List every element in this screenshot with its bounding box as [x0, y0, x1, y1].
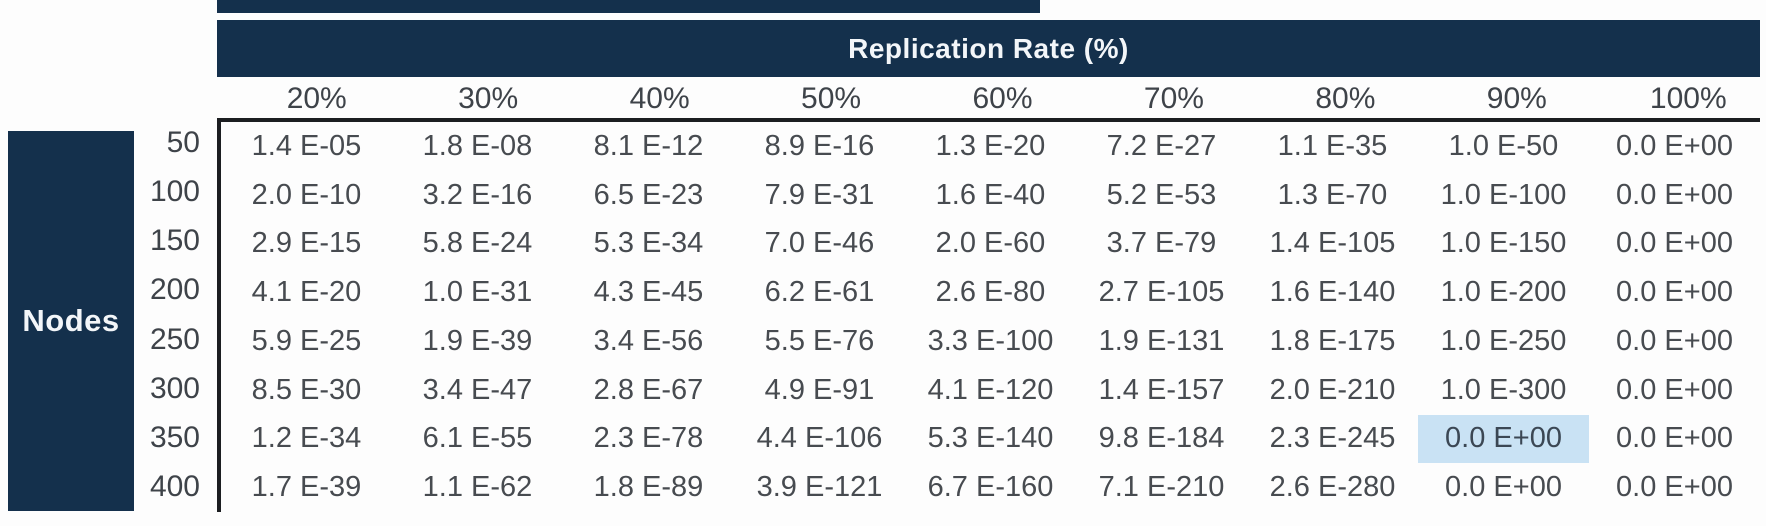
- table-cell[interactable]: 4.9 E-91: [764, 373, 875, 406]
- table-cell[interactable]: 1.1 E-62: [422, 471, 533, 504]
- column-header-50pct: 50%: [801, 81, 862, 115]
- table-cell[interactable]: 2.6 E-80: [935, 276, 1046, 309]
- row-label-200: 200: [149, 273, 200, 307]
- table-cell[interactable]: 0.0 E+00: [1616, 422, 1733, 455]
- row-label-350: 350: [149, 421, 200, 455]
- table-cell[interactable]: 7.9 E-31: [764, 178, 875, 211]
- row-label-50: 50: [166, 125, 200, 159]
- row-label-150: 150: [149, 224, 200, 258]
- column-header-20pct: 20%: [286, 81, 347, 115]
- table-cell[interactable]: 0.0 E+00: [1616, 129, 1733, 162]
- table-cell[interactable]: 7.1 E-210: [1098, 471, 1225, 504]
- column-axis-title: Replication Rate (%): [848, 32, 1129, 64]
- table-cell[interactable]: 3.9 E-121: [756, 471, 883, 504]
- table-cell[interactable]: 2.0 E-10: [251, 178, 362, 211]
- table-cell[interactable]: 2.6 E-280: [1269, 471, 1396, 504]
- table-cell[interactable]: 0.0 E+00: [1616, 471, 1733, 504]
- table-cell[interactable]: 1.0 E-150: [1440, 227, 1567, 260]
- row-label-250: 250: [149, 322, 200, 356]
- table-cell[interactable]: 3.2 E-16: [422, 178, 533, 211]
- row-label-column: 50 100 150 200 250 300 350 400: [118, 118, 210, 512]
- table-cell[interactable]: 5.8 E-24: [422, 227, 533, 260]
- column-header-80pct: 80%: [1315, 81, 1376, 115]
- table-cell[interactable]: 7.0 E-46: [764, 227, 875, 260]
- column-header-70pct: 70%: [1143, 81, 1204, 115]
- row-label-400: 400: [149, 470, 200, 504]
- table-cell[interactable]: 4.1 E-20: [251, 276, 362, 309]
- table-cell[interactable]: 3.4 E-56: [593, 324, 704, 357]
- row-label-300: 300: [149, 371, 200, 405]
- table-cell[interactable]: 1.0 E-300: [1440, 373, 1567, 406]
- table-cell[interactable]: 8.9 E-16: [764, 129, 875, 162]
- table-cell[interactable]: 0.0 E+00: [1616, 373, 1733, 406]
- table-cell[interactable]: 8.1 E-12: [593, 129, 704, 162]
- selected-cell[interactable]: 0.0 E+00: [1418, 414, 1589, 464]
- table-cell[interactable]: 1.7 E-39: [251, 471, 362, 504]
- column-axis-header: Replication Rate (%): [217, 20, 1760, 77]
- table-cell[interactable]: 5.5 E-76: [764, 324, 875, 357]
- table-cell[interactable]: 1.0 E-200: [1440, 276, 1567, 309]
- table-cell[interactable]: 2.0 E-60: [935, 227, 1046, 260]
- table-cell[interactable]: 3.3 E-100: [927, 324, 1054, 357]
- row-label-100: 100: [149, 174, 200, 208]
- table-cell[interactable]: 3.4 E-47: [422, 373, 533, 406]
- table-cell[interactable]: 0.0 E+00: [1616, 227, 1733, 260]
- table-cell[interactable]: 5.9 E-25: [251, 324, 362, 357]
- table-cell[interactable]: 4.3 E-45: [593, 276, 704, 309]
- table-cell[interactable]: 3.7 E-79: [1106, 227, 1217, 260]
- table-cell[interactable]: 2.9 E-15: [251, 227, 362, 260]
- column-header-90pct: 90%: [1486, 81, 1547, 115]
- table-cell[interactable]: 0.0 E+00: [1445, 471, 1562, 504]
- table-cell[interactable]: 7.2 E-27: [1106, 129, 1217, 162]
- column-header-60pct: 60%: [972, 81, 1033, 115]
- table-cell[interactable]: 1.3 E-20: [935, 129, 1046, 162]
- table-cell[interactable]: 1.0 E-250: [1440, 324, 1567, 357]
- table-cell[interactable]: 6.2 E-61: [764, 276, 875, 309]
- table-cell[interactable]: 1.9 E-131: [1098, 324, 1225, 357]
- table-cell[interactable]: 0.0 E+00: [1616, 324, 1733, 357]
- table-cell[interactable]: 2.7 E-105: [1098, 276, 1225, 309]
- table-cell[interactable]: 1.6 E-40: [935, 178, 1046, 211]
- table-cell[interactable]: 5.3 E-140: [927, 422, 1054, 455]
- table-cell[interactable]: 1.1 E-35: [1277, 129, 1388, 162]
- table-cell[interactable]: 1.3 E-70: [1277, 178, 1388, 211]
- data-grid: 1.4 E-05 1.8 E-08 8.1 E-12 8.9 E-16 1.3 E-20…: [217, 118, 1760, 512]
- table-cell[interactable]: 4.4 E-106: [756, 422, 883, 455]
- table-cell[interactable]: 1.8 E-175: [1269, 324, 1396, 357]
- top-banner-strip: [217, 0, 1040, 13]
- table-cell[interactable]: 1.6 E-140: [1269, 276, 1396, 309]
- table-cell[interactable]: 6.7 E-160: [927, 471, 1054, 504]
- table-cell[interactable]: 1.4 E-157: [1098, 373, 1225, 406]
- table-cell[interactable]: 1.9 E-39: [422, 324, 533, 357]
- row-axis-header: Nodes: [8, 131, 134, 511]
- table-cell[interactable]: 1.0 E-50: [1448, 129, 1559, 162]
- row-axis-title: Nodes: [22, 303, 120, 338]
- table-cell[interactable]: 1.8 E-08: [422, 129, 533, 162]
- table-cell[interactable]: 2.3 E-78: [593, 422, 704, 455]
- table-cell[interactable]: 5.3 E-34: [593, 227, 704, 260]
- column-header-30pct: 30%: [458, 81, 519, 115]
- table-cell[interactable]: 6.1 E-55: [422, 422, 533, 455]
- table-cell[interactable]: 4.1 E-120: [927, 373, 1054, 406]
- table-cell[interactable]: 6.5 E-23: [593, 178, 704, 211]
- table-cell[interactable]: 5.2 E-53: [1106, 178, 1217, 211]
- table-cell[interactable]: 1.2 E-34: [251, 422, 362, 455]
- table-cell[interactable]: 8.5 E-30: [251, 373, 362, 406]
- table-cell[interactable]: 2.8 E-67: [593, 373, 704, 406]
- table-cell[interactable]: 9.8 E-184: [1098, 422, 1225, 455]
- table-cell[interactable]: 1.0 E-31: [422, 276, 533, 309]
- table-cell[interactable]: 1.0 E-100: [1440, 178, 1567, 211]
- table-cell[interactable]: 2.3 E-245: [1269, 422, 1396, 455]
- table-cell[interactable]: 0.0 E+00: [1616, 276, 1733, 309]
- table-cell[interactable]: 0.0 E+00: [1616, 178, 1733, 211]
- table-cell[interactable]: 1.8 E-89: [593, 471, 704, 504]
- table-cell[interactable]: 1.4 E-05: [251, 129, 362, 162]
- column-header-row: 20% 30% 40% 50% 60% 70% 80% 90% 100%: [217, 79, 1760, 118]
- column-header-100pct: 100%: [1649, 81, 1727, 115]
- table-cell[interactable]: 2.0 E-210: [1269, 373, 1396, 406]
- column-header-40pct: 40%: [629, 81, 690, 115]
- table-cell[interactable]: 1.4 E-105: [1269, 227, 1396, 260]
